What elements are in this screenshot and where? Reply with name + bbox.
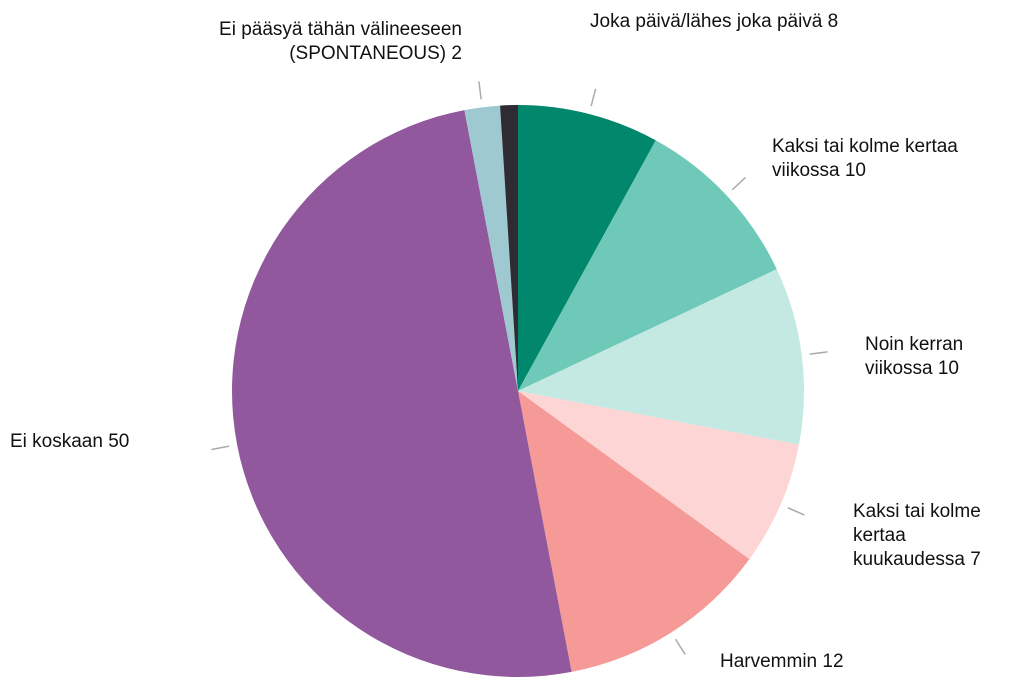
slice-category: Ei koskaan [10,431,103,452]
slice-label: Kaksi tai kolme kertaa viikossa 10 [772,135,1011,183]
slice-category: Kaksi tai kolme kertaa kuukaudessa [853,501,981,570]
slice-label: Kaksi tai kolme kertaa kuukaudessa 7 [853,500,998,572]
pie-slice [518,140,777,391]
slice-value: 2 [451,43,462,64]
pie-slice [518,105,656,391]
slice-label: Noin kerran viikossa 10 [865,333,995,381]
slice-category: Ei pääsyä tähän välineeseen (SPONTANEOUS… [219,19,462,64]
slice-category: Noin kerran viikossa [865,334,964,379]
slice-category: Kaksi tai kolme kertaa viikossa [772,136,958,181]
slice-value: 10 [937,358,959,379]
slice-label: Joka päivä/lähes joka päivä 8 [590,10,970,34]
pie-slice [518,391,750,672]
leader-line [674,638,686,655]
leader-line [787,507,805,516]
slice-category: Joka päivä/lähes joka päivä [590,11,823,32]
pie-slice [464,105,518,391]
leader-line [590,88,597,107]
pie-slice [518,391,799,560]
leader-line [478,81,482,100]
leader-line [809,351,828,355]
slice-label: Ei koskaan 50 [10,430,210,454]
leader-line [731,176,746,191]
pie-slice [500,105,518,391]
slice-label: Ei pääsyä tähän välineeseen (SPONTANEOUS… [140,18,462,66]
slice-category: Harvemmin [720,651,818,672]
slice-value: 50 [108,431,130,452]
slice-value: 8 [827,11,839,32]
slice-value: 10 [844,160,866,181]
slice-value: 7 [970,549,981,570]
slice-label: Harvemmin 12 [720,650,920,674]
pie-slice [518,269,804,445]
pie-slice [231,110,572,677]
leader-line [211,445,230,451]
slice-value: 12 [822,651,844,672]
